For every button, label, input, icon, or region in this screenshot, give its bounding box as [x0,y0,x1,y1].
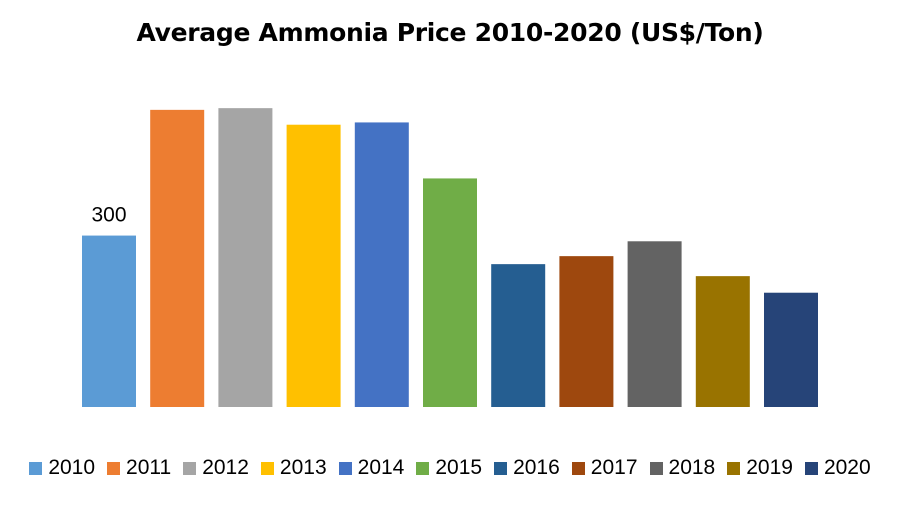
bar-2011 [150,109,205,407]
legend-swatch-2019 [727,461,741,475]
legend-label-2012: 2012 [202,456,249,479]
legend-item-2010: 2010 [29,456,95,480]
legend-label-2018: 2018 [668,456,716,479]
legend-swatch-2015 [416,461,430,475]
bar-2014 [354,122,409,407]
legend-item-2016: 2016 [494,456,560,480]
data-label-2010: 300 [91,204,126,227]
legend-swatch-2011 [107,461,121,475]
bar-2012 [218,108,273,408]
bar-2019 [695,276,750,407]
bar-2010 [82,235,136,407]
bar-2015 [423,178,477,407]
legend-item-2015: 2015 [416,456,482,480]
legend-swatch-2012 [183,461,197,475]
legend-item-2011: 2011 [107,456,171,480]
bar-2018 [627,241,682,407]
legend-label-2016: 2016 [513,456,560,479]
legend-item-2012: 2012 [183,456,249,480]
legend-item-2018: 2018 [649,456,716,480]
legend-label-2017: 2017 [590,456,638,479]
legend-swatch-2013 [260,461,274,475]
legend-label-2010: 2010 [48,456,96,479]
legend-label-2014: 2014 [357,456,405,479]
chart-title: Average Ammonia Price 2010-2020 (US$/Ton… [136,18,764,47]
bar-2017 [559,256,614,407]
bar-2020 [764,292,818,407]
legend-swatch-2018 [649,461,663,475]
legend: 2010 2011 2012 2013 2014 2015 2016 2017 2018 2019… [0,456,900,480]
bar-2016 [491,264,546,407]
legend-item-2017: 2017 [571,456,638,480]
plot-area: 300 [82,108,818,408]
legend-label-2019: 2019 [746,456,793,479]
legend-swatch-2016 [494,461,508,475]
legend-swatch-2014 [338,461,352,475]
legend-item-2014: 2014 [338,456,405,480]
legend-item-2020: 2020 [804,456,871,480]
legend-item-2019: 2019 [727,456,793,480]
legend-swatch-2020 [804,461,818,475]
legend-item-2013: 2013 [260,456,327,480]
legend-label-2013: 2013 [279,456,327,479]
legend-label-2020: 2020 [823,456,871,479]
legend-label-2011: 2011 [126,456,172,479]
legend-swatch-2017 [571,461,585,475]
bar-2013 [286,124,341,407]
legend-label-2015: 2015 [435,456,483,479]
legend-swatch-2010 [29,461,43,475]
